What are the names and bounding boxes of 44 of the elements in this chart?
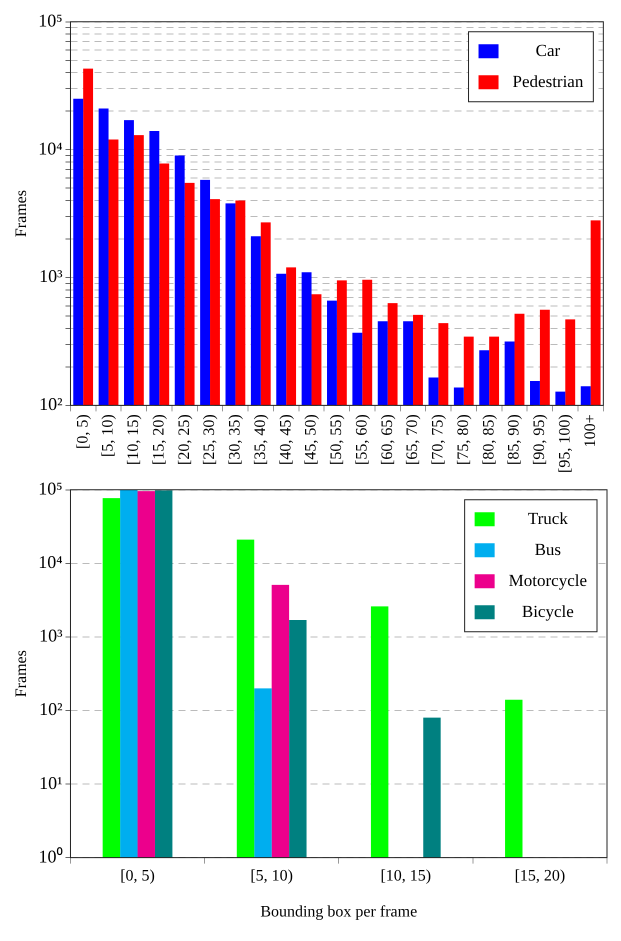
x-tick-label: [55, 60) xyxy=(353,414,370,465)
x-tick-label: [50, 55) xyxy=(328,414,346,465)
x-tick-label: [15, 20) xyxy=(150,414,168,465)
x-tick-label: [5, 10) xyxy=(100,414,117,457)
y-tick-label: 10⁴ xyxy=(38,552,62,572)
y-tick-label: 10³ xyxy=(39,626,64,646)
y-tick-label: 10⁵ xyxy=(38,478,62,499)
x-tick-label: [95, 100) xyxy=(556,414,574,473)
y-tick-label: 10² xyxy=(39,699,62,720)
legend-label: Car xyxy=(536,40,561,60)
x-tick-label: [25, 30) xyxy=(201,414,218,465)
x-tick-label: [45, 50) xyxy=(302,414,320,465)
y-axis-title: Frames xyxy=(12,190,30,238)
x-tick-label: [70, 75) xyxy=(430,414,447,465)
x-tick-label: [85, 90) xyxy=(506,414,523,465)
y-tick-label: 10¹ xyxy=(39,772,62,793)
y-tick-label: 10⁵ xyxy=(38,10,62,31)
x-tick-label: 100+ xyxy=(582,414,599,448)
x-tick-label: [60, 65) xyxy=(378,414,396,465)
legend-label: Bus xyxy=(534,540,562,559)
legend-label: Bicycle xyxy=(522,602,574,621)
x-tick-label: [15, 20) xyxy=(514,867,566,884)
x-tick-label: [35, 40) xyxy=(252,414,269,465)
y-tick-label: 10⁴ xyxy=(38,138,62,158)
x-tick-label: [5, 10) xyxy=(250,867,293,884)
x-axis-title: Bounding box per frame xyxy=(260,904,418,921)
x-tick-label: [75, 80) xyxy=(454,414,472,465)
x-tick-label: [90, 95) xyxy=(531,414,548,465)
legend-label: Motorcycle xyxy=(508,570,587,590)
x-tick-label: [40, 45) xyxy=(277,414,294,465)
legend-label: Pedestrian xyxy=(512,72,584,91)
x-tick-label: [20, 25) xyxy=(176,414,193,465)
x-tick-label: [65, 70) xyxy=(404,414,422,465)
y-tick-label: 10⁰ xyxy=(38,846,62,866)
y-axis-title: Frames xyxy=(12,650,30,698)
legend-label: Truck xyxy=(528,508,568,528)
x-tick-label: [10, 15) xyxy=(125,414,142,465)
x-tick-label: [30, 35) xyxy=(226,414,244,465)
y-tick-label: 10² xyxy=(39,394,62,414)
x-tick-label: [80, 85) xyxy=(480,414,498,465)
y-tick-label: 10³ xyxy=(39,266,64,286)
x-tick-label: [10, 15) xyxy=(380,867,432,884)
x-tick-label: [0, 5) xyxy=(120,867,155,884)
x-tick-label: [0, 5) xyxy=(74,414,92,449)
